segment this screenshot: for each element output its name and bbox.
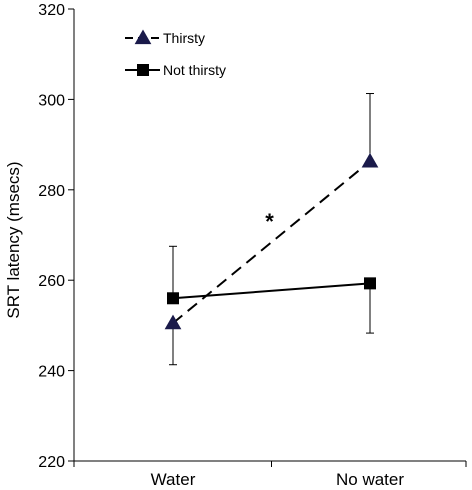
legend-label: Thirsty bbox=[163, 30, 205, 46]
data-point bbox=[164, 314, 182, 330]
series-line bbox=[172, 282, 371, 300]
data-point bbox=[361, 152, 379, 168]
chart-axes bbox=[73, 9, 467, 467]
triangle-icon bbox=[134, 29, 152, 45]
legend-label: Not thirsty bbox=[163, 62, 226, 78]
x-category-labels: Water No water bbox=[151, 470, 405, 489]
chart-series bbox=[164, 93, 379, 366]
y-ticks: 220 240 260 280 300 320 bbox=[38, 2, 74, 471]
x-tick-label: Water bbox=[151, 470, 196, 489]
series-not-thirsty bbox=[167, 245, 376, 334]
y-tick-label: 320 bbox=[38, 2, 65, 19]
legend-item: Not thirsty bbox=[125, 62, 226, 78]
square-icon bbox=[137, 64, 149, 76]
x-tick-label: No water bbox=[336, 470, 404, 489]
series-line bbox=[172, 160, 371, 324]
data-point bbox=[364, 277, 376, 290]
y-tick-label: 260 bbox=[38, 273, 65, 290]
data-point bbox=[167, 292, 179, 305]
annotations: * bbox=[265, 209, 274, 234]
legend: Thirsty Not thirsty bbox=[125, 29, 226, 78]
legend-item: Thirsty bbox=[125, 29, 205, 46]
y-axis-title: SRT latency (msecs) bbox=[4, 161, 23, 318]
y-tick-label: 280 bbox=[38, 183, 65, 200]
y-tick-label: 240 bbox=[38, 364, 65, 381]
significance-annotation: * bbox=[265, 209, 274, 234]
y-tick-label: 300 bbox=[38, 92, 65, 109]
y-tick-label: 220 bbox=[38, 454, 65, 471]
